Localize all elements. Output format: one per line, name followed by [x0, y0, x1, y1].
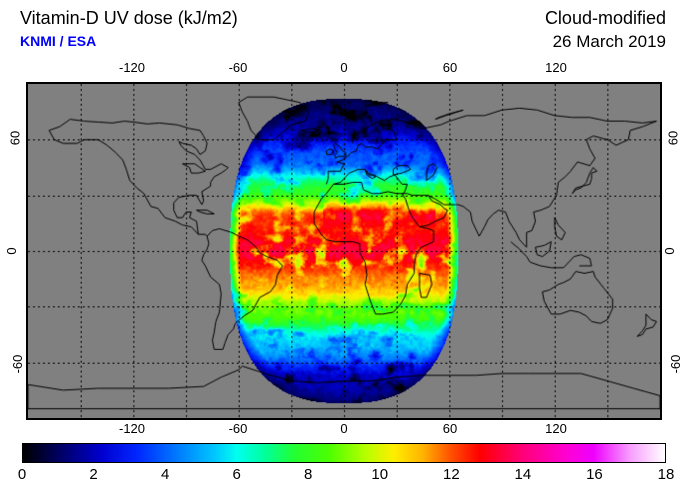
map-plot-area	[26, 82, 662, 420]
date-label: 26 March 2019	[552, 32, 666, 51]
map-canvas-stack	[28, 84, 660, 418]
y-axis-tick-left: 0	[4, 247, 20, 255]
x-axis-tick-bottom: -60	[228, 421, 248, 436]
x-axis-tick-bottom: 120	[545, 421, 567, 436]
x-axis-tick-top: 60	[442, 60, 458, 75]
x-axis-tick-bottom: 0	[340, 421, 348, 436]
x-axis-tick-top: 120	[545, 60, 567, 75]
colorbar-tick: 12	[442, 466, 460, 483]
colorbar-tick: 14	[514, 466, 532, 483]
y-axis-tick-right: 60	[665, 131, 681, 146]
product-label: Cloud-modified	[544, 8, 666, 28]
colorbar-tick: 4	[160, 466, 170, 483]
x-axis-tick-top: -120	[118, 60, 146, 75]
colorbar-tick: 18	[657, 466, 675, 483]
y-axis-tick-left: -60	[9, 354, 25, 374]
graticule-layer	[28, 84, 660, 418]
y-axis-tick-left: 60	[7, 131, 23, 146]
colorbar	[22, 443, 666, 463]
colorbar-tick: 8	[304, 466, 313, 483]
y-axis-tick-right: -60	[667, 354, 683, 374]
colorbar-tick: 10	[371, 466, 389, 483]
colorbar-tick: 16	[586, 466, 603, 483]
agency-label: KNMI / ESA	[20, 33, 97, 49]
colorbar-tick: 6	[232, 466, 241, 483]
y-axis-tick-right: 0	[662, 247, 678, 255]
x-axis-tick-top: -60	[228, 60, 248, 75]
colorbar-tick: 2	[89, 466, 98, 483]
x-axis-tick-bottom: -120	[118, 421, 146, 436]
colorbar-tick: 0	[17, 466, 27, 483]
x-axis-tick-bottom: 60	[442, 421, 458, 436]
x-axis-tick-top: 0	[340, 60, 348, 75]
page-title: Vitamin-D UV dose (kJ/m2)	[20, 8, 238, 28]
